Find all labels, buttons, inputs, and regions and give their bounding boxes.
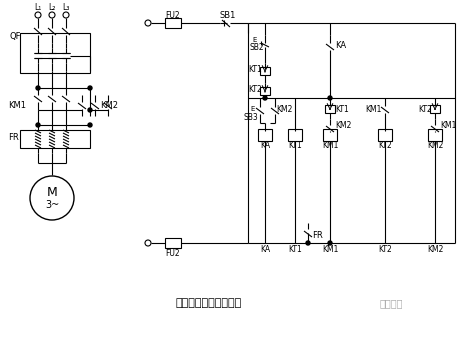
Text: KA: KA [260, 245, 270, 255]
Text: KM1: KM1 [8, 101, 26, 109]
Bar [20, 33, 90, 73]
Circle shape [88, 86, 92, 90]
Text: KT1: KT1 [288, 245, 302, 255]
Circle shape [145, 20, 151, 26]
Text: L₂: L₂ [48, 2, 56, 12]
Text: FR: FR [312, 231, 323, 239]
Bar [258, 129, 272, 141]
Text: L₁: L₁ [35, 2, 42, 12]
Text: KM1: KM1 [365, 104, 382, 114]
Text: SB3: SB3 [244, 113, 259, 121]
Bar [260, 87, 270, 95]
Bar [260, 67, 270, 75]
Circle shape [35, 12, 41, 18]
Text: 3~: 3~ [45, 200, 59, 210]
Text: KM1: KM1 [322, 245, 338, 255]
Bar [378, 129, 392, 141]
Text: KT2: KT2 [418, 104, 432, 114]
Bar [323, 129, 337, 141]
Bar [428, 129, 442, 141]
Text: KT2: KT2 [378, 245, 392, 255]
Text: KM2: KM2 [100, 101, 118, 109]
Text: KT1: KT1 [248, 66, 262, 74]
Text: M: M [47, 186, 57, 199]
Text: KM2: KM2 [335, 120, 351, 130]
Text: KM1: KM1 [322, 142, 338, 150]
Text: KA: KA [335, 41, 346, 49]
Circle shape [328, 96, 332, 100]
Circle shape [30, 176, 74, 220]
Bar [325, 105, 335, 113]
Text: FU2: FU2 [166, 249, 180, 257]
Text: QF: QF [10, 32, 21, 42]
Bar [165, 18, 181, 28]
Circle shape [49, 12, 55, 18]
Text: SB2: SB2 [250, 43, 265, 53]
Circle shape [328, 241, 332, 245]
Bar [288, 129, 302, 141]
Text: E: E [253, 37, 257, 43]
Text: L₃: L₃ [62, 2, 70, 12]
Text: FU2: FU2 [166, 11, 180, 19]
Circle shape [88, 108, 92, 112]
Text: KA: KA [260, 142, 270, 150]
Text: KM2: KM2 [276, 104, 292, 114]
Text: KT1: KT1 [335, 104, 349, 114]
Circle shape [63, 12, 69, 18]
Text: FR: FR [8, 133, 19, 143]
Circle shape [36, 86, 40, 90]
Circle shape [145, 240, 151, 246]
Text: 定时自动循环控制电路: 定时自动循环控制电路 [175, 298, 241, 308]
Bar [430, 105, 440, 113]
Circle shape [306, 241, 310, 245]
Bar [20, 130, 90, 148]
Text: KT1: KT1 [288, 142, 302, 150]
Text: KM2: KM2 [427, 245, 443, 255]
Text: SB1: SB1 [220, 12, 236, 20]
Circle shape [263, 96, 267, 100]
Text: KT2: KT2 [378, 142, 392, 150]
Text: KM1: KM1 [440, 120, 456, 130]
Text: E: E [250, 106, 255, 112]
Text: KT2: KT2 [248, 85, 262, 95]
Circle shape [36, 123, 40, 127]
Bar [165, 238, 181, 248]
Circle shape [88, 123, 92, 127]
Text: KM2: KM2 [427, 142, 443, 150]
Text: 技成培训: 技成培训 [380, 298, 403, 308]
